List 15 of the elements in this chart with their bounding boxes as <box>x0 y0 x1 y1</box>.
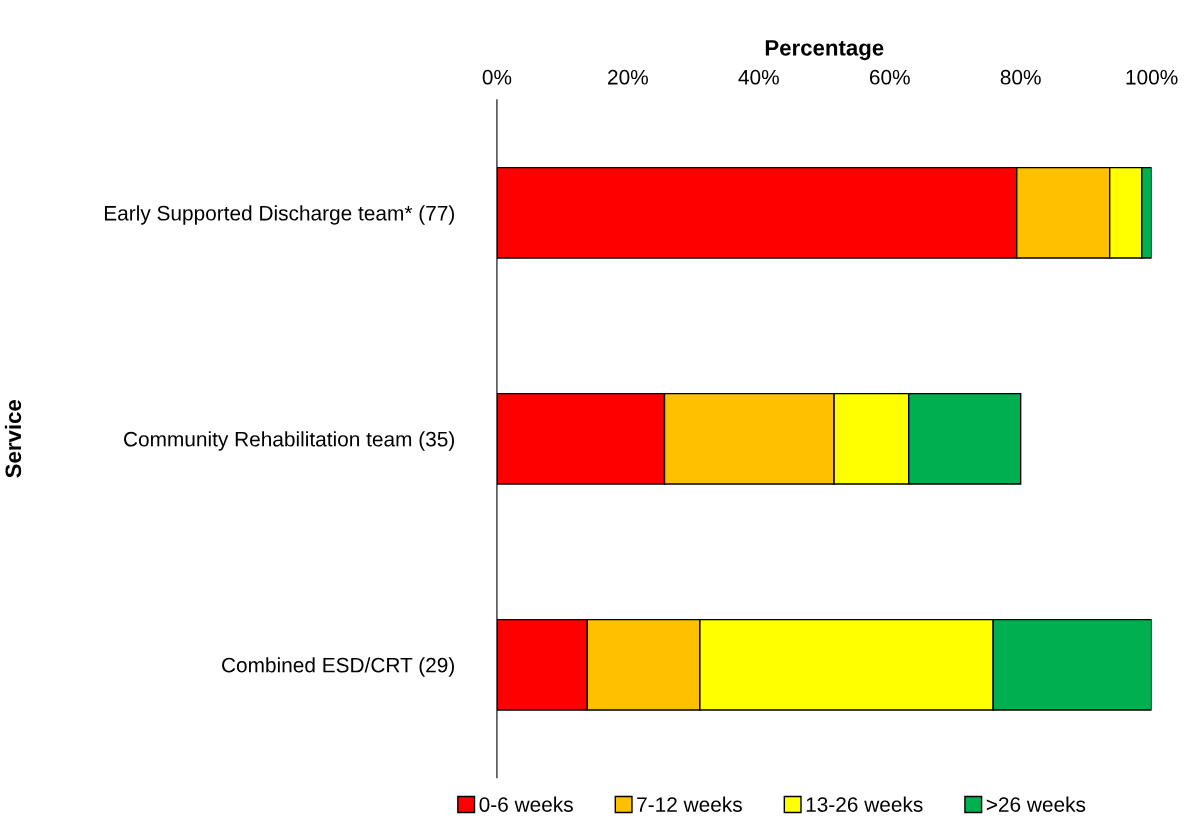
legend-label: >26 weeks <box>986 796 1086 812</box>
x-tick-label: 80% <box>1000 69 1041 85</box>
legend-label: 0-6 weeks <box>479 796 573 812</box>
y-tick-label: Community Rehabilitation team (35) <box>124 431 454 451</box>
y-tick-label: Combined ESD/CRT (29) <box>222 657 454 677</box>
x-axis-title: Percentage <box>765 40 884 61</box>
x-tick-label: 60% <box>869 69 910 85</box>
x-tick-label: 0% <box>482 69 512 85</box>
y-axis-title: Service <box>4 400 22 478</box>
legend-label: 13-26 weeks <box>806 796 923 812</box>
y-tick-label: Early Supported Discharge team* (77) <box>104 205 454 225</box>
x-tick-label: 40% <box>738 69 779 85</box>
legend-label: 7-12 weeks <box>637 796 742 812</box>
x-tick-label: 100% <box>1126 69 1178 85</box>
x-tick-label: 20% <box>608 69 648 85</box>
